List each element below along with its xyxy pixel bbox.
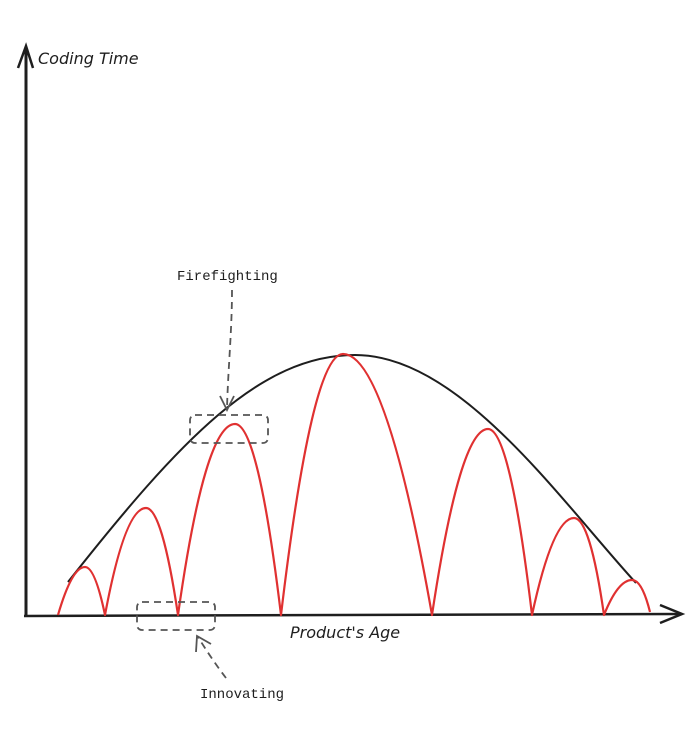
- cycle-curves: [56, 352, 652, 617]
- firefighting-box: [189, 414, 269, 444]
- firefighting-arrow: [226, 289, 233, 409]
- x-axis: [23, 612, 683, 618]
- innovating-arrowhead: [195, 634, 212, 653]
- firefighting-label: Firefighting: [177, 269, 278, 285]
- innovating-box: [136, 601, 216, 631]
- x-axis-arrow: [659, 603, 686, 625]
- x-axis-label: Product's Age: [290, 623, 400, 642]
- innovating-label: Innovating: [200, 687, 284, 703]
- innovating-arrow: [197, 636, 227, 679]
- firefighting-arrowhead: [219, 395, 235, 413]
- y-axis-arrow: [16, 42, 35, 69]
- envelope-curve: [67, 353, 637, 584]
- y-axis-label: Coding Time: [38, 49, 139, 68]
